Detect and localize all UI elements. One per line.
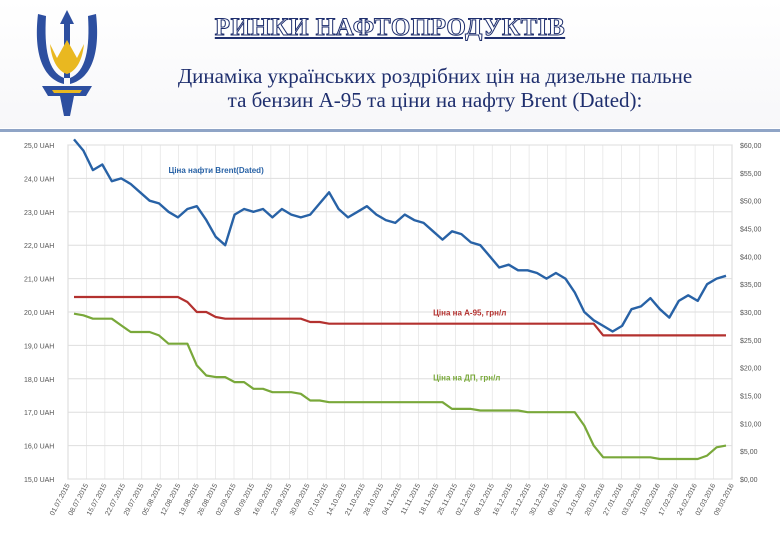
right-tick-label: $15,00 [740,394,762,401]
a95-line [74,295,726,337]
chart-area: 25,0 UAH 24,0 UAH 23,0 UAH 22,0 UAH 21,0 UAH… [0,135,780,540]
left-tick-label: 23,0 UAH [24,210,54,217]
left-axis-labels: 25,0 UAH 24,0 UAH 23,0 UAH 22,0 UAH 21,0 UAH… [24,143,54,484]
page-title: РИНКИ НАФТОПРОДУКТІВ [214,14,566,42]
left-tick-label: 19,0 UAH [24,343,54,350]
right-tick-label: $0,00 [740,477,758,484]
right-tick-label: $50,00 [740,199,762,206]
dp-line [73,312,727,461]
right-axis-labels: $60,00 $55,00 $50,00 $45,00 $40,00 $35,00 $30,… [740,143,762,484]
series-lines [73,138,727,461]
series-labels: Ціна нафти Brent(Dated) Ціна на А-95, грн… [168,166,506,383]
trident-emblem-icon [36,10,98,116]
right-tick-label: $35,00 [740,282,762,289]
right-tick-label: $55,00 [740,171,762,178]
left-tick-label: 16,0 UAH [24,444,54,451]
left-tick-label: 15,0 UAH [24,477,54,484]
page-subtitle: Динаміка українських роздрібних цін на д… [90,64,780,112]
left-tick-label: 17,0 UAH [24,410,54,417]
left-tick-label: 24,0 UAH [24,176,54,183]
dp-label: Ціна на ДП, грн/л [433,373,500,382]
left-tick-label: 20,0 UAH [24,310,54,317]
right-tick-label: $20,00 [740,366,762,373]
right-tick-label: $30,00 [740,310,762,317]
x-axis-labels: 01.07.201508.07.201515.07.201522.07.2015… [49,483,736,517]
right-tick-label: $10,00 [740,421,762,428]
left-tick-label: 25,0 UAH [24,143,54,150]
chart-grid [67,144,733,480]
subtitle-line-2: та бензин А-95 та ціни на нафту Brent (D… [227,88,643,112]
right-tick-label: $25,00 [740,338,762,345]
slide-header: РИНКИ НАФТОПРОДУКТІВ Динаміка українськи… [0,0,780,128]
subtitle-line-1: Динаміка українських роздрібних цін на д… [177,64,693,88]
right-tick-label: $45,00 [740,227,762,234]
left-tick-label: 22,0 UAH [24,243,54,250]
header-divider [0,129,780,132]
left-tick-label: 18,0 UAH [24,377,54,384]
x-tick-label: 09.03.2016 [713,483,736,517]
brent-line [73,138,727,333]
brent-label: Ціна нафти Brent(Dated) [168,166,264,175]
right-tick-label: $5,00 [740,449,758,456]
a95-label: Ціна на А-95, грн/л [433,308,506,317]
right-tick-label: $60,00 [740,143,762,150]
left-tick-label: 21,0 UAH [24,277,54,284]
price-chart: 25,0 UAH 24,0 UAH 23,0 UAH 22,0 UAH 21,0 UAH… [24,138,762,517]
right-tick-label: $40,00 [740,254,762,261]
